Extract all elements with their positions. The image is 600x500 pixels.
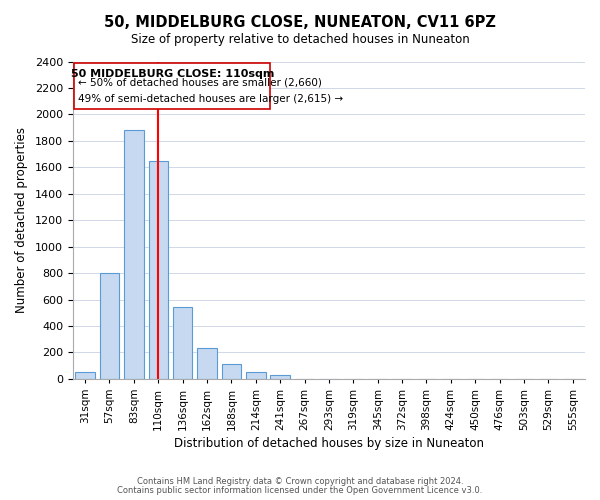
Text: Size of property relative to detached houses in Nuneaton: Size of property relative to detached ho… [131,32,469,46]
X-axis label: Distribution of detached houses by size in Nuneaton: Distribution of detached houses by size … [174,437,484,450]
FancyBboxPatch shape [74,63,271,109]
Bar [271,375,290,379]
Text: 50 MIDDELBURG CLOSE: 110sqm: 50 MIDDELBURG CLOSE: 110sqm [71,69,274,79]
Bar [246,372,266,379]
Text: ← 50% of detached houses are smaller (2,660): ← 50% of detached houses are smaller (2,… [78,78,322,88]
Text: 49% of semi-detached houses are larger (2,615) →: 49% of semi-detached houses are larger (… [78,94,343,104]
Bar [173,308,193,379]
Text: Contains HM Land Registry data © Crown copyright and database right 2024.: Contains HM Land Registry data © Crown c… [137,477,463,486]
Bar [197,348,217,379]
Text: Contains public sector information licensed under the Open Government Licence v3: Contains public sector information licen… [118,486,482,495]
Bar [124,130,143,379]
Bar [100,273,119,379]
Y-axis label: Number of detached properties: Number of detached properties [15,127,28,313]
Text: 50, MIDDELBURG CLOSE, NUNEATON, CV11 6PZ: 50, MIDDELBURG CLOSE, NUNEATON, CV11 6PZ [104,15,496,30]
Bar [221,364,241,379]
Bar [76,372,95,379]
Bar [149,160,168,379]
